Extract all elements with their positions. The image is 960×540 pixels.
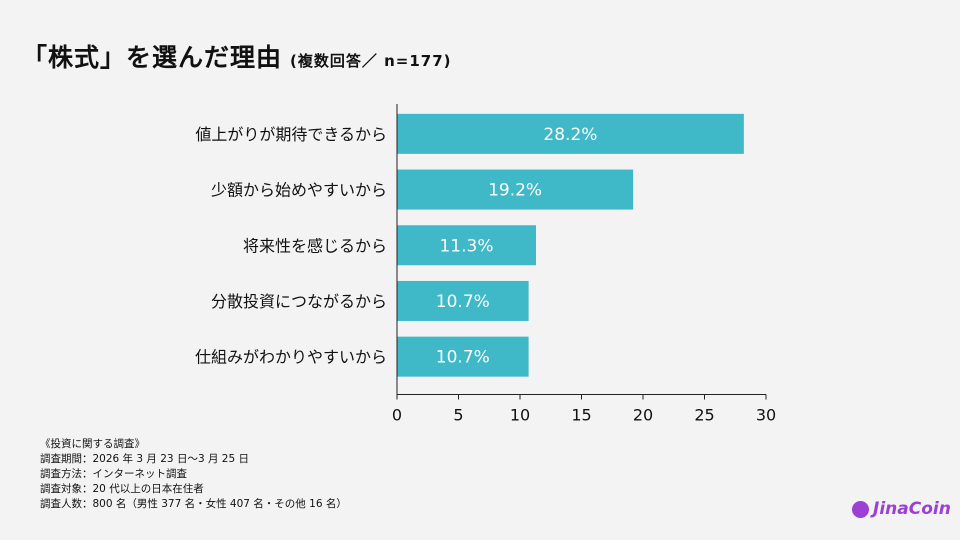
note-line: 調査期間：2026 年 3 月 23 日～3 月 25 日 (40, 453, 250, 465)
x-tick-label: 5 (453, 406, 463, 425)
bar (397, 169, 634, 210)
title-text: 「株式」を選んだ理由 (22, 43, 283, 72)
bar (397, 336, 529, 377)
category-label: 将来性を感じるから (243, 236, 387, 255)
logo-text: JinaCoin (873, 499, 951, 519)
data-label: 28.2% (543, 125, 597, 145)
jinacoin-logo: JinaCoin (852, 499, 951, 519)
note-line: 調査対象：20 代以上の日本在住者 (40, 483, 204, 495)
chart-title: 「株式」を選んだ理由 (複数回答／ n=177) (22, 38, 452, 74)
data-label: 19.2% (488, 181, 542, 201)
x-tick-label: 0 (392, 406, 402, 425)
x-tick-label: 25 (694, 406, 714, 425)
bar (397, 280, 529, 321)
x-tick-label: 20 (633, 406, 653, 425)
note-line: 《投資に関する調査》 (40, 438, 145, 450)
note-line: 調査方法：インターネット調査 (40, 468, 187, 480)
category-label: 分散投資につながるから (211, 292, 387, 311)
x-tick-label: 15 (571, 406, 591, 425)
note-line: 調査人数：800 名（男性 377 名・女性 407 名・その他 16 名） (40, 498, 347, 510)
x-tick-label: 10 (510, 406, 530, 425)
data-label: 10.7% (436, 348, 490, 368)
data-label: 10.7% (436, 292, 490, 312)
logo-mark-icon (852, 500, 869, 518)
category-label: 少額から始めやすいから (211, 181, 387, 200)
survey-notes: 《投資に関する調査》 調査期間：2026 年 3 月 23 日～3 月 25 日… (40, 437, 347, 512)
category-label: 値上がりが期待できるから (195, 125, 387, 144)
bar (397, 225, 536, 266)
bar (397, 113, 744, 154)
category-label: 仕組みがわかりやすいから (195, 348, 387, 367)
x-tick-label: 30 (756, 406, 776, 425)
subtitle: (複数回答／ n=177) (290, 52, 452, 70)
data-label: 11.3% (439, 236, 493, 256)
